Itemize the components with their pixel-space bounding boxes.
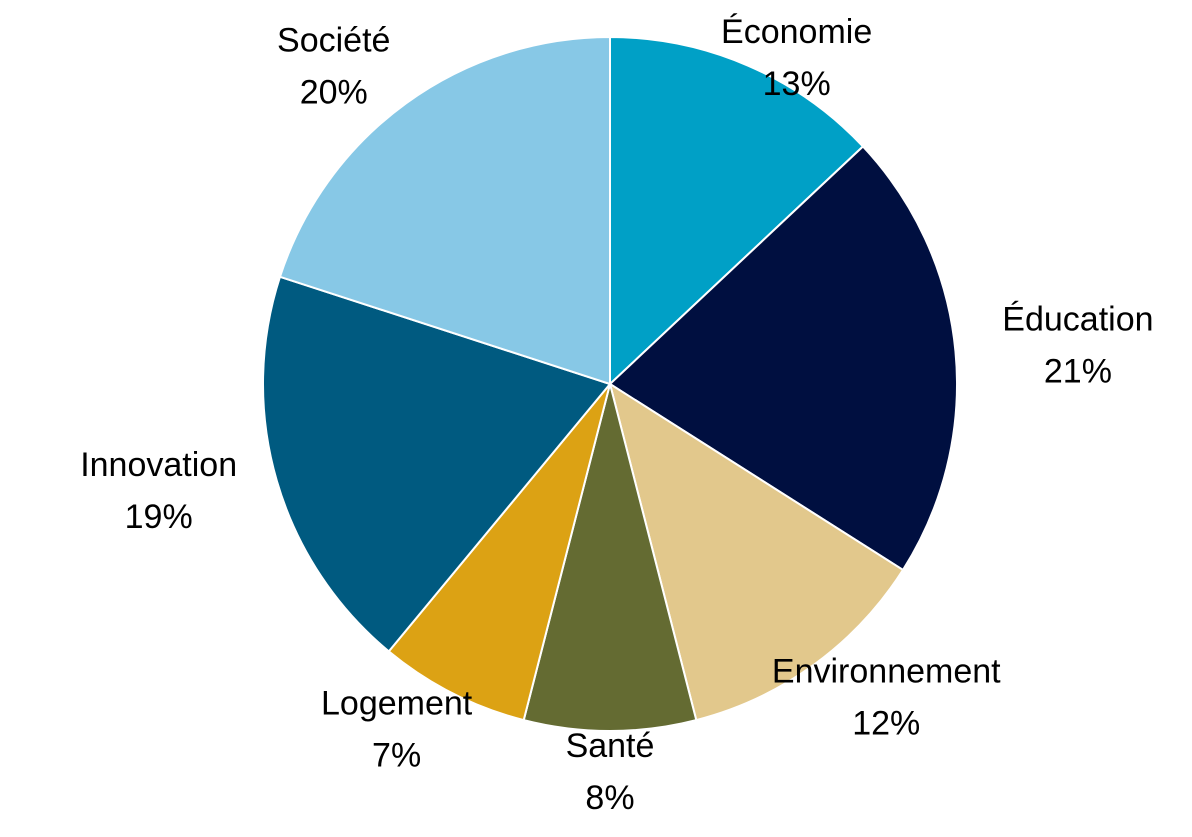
pie-slice <box>522 383 698 732</box>
pie-slice <box>609 35 865 387</box>
slice-label: Innovation <box>80 446 237 484</box>
slice-label: Environnement <box>772 653 1001 691</box>
slice-value-label: 12% <box>852 705 920 743</box>
slice-label: Éducation <box>1002 300 1153 338</box>
slice-value-label: 19% <box>125 498 193 536</box>
slice-value-label: 7% <box>372 736 421 774</box>
slice-value-label: 13% <box>763 65 831 103</box>
pie-slice <box>262 275 612 653</box>
pie-slice <box>387 383 611 722</box>
slice-label: Société <box>277 21 390 59</box>
slice-value-label: 21% <box>1044 352 1112 390</box>
slice-label: Logement <box>321 684 473 722</box>
pie-slice <box>278 35 611 386</box>
slice-label: Santé <box>566 727 655 765</box>
slice-label: Économie <box>721 13 872 51</box>
pie-slice <box>608 381 905 722</box>
slice-value-label: 20% <box>300 73 368 111</box>
pie-slice <box>608 145 958 572</box>
slice-value-label: 8% <box>585 779 634 817</box>
